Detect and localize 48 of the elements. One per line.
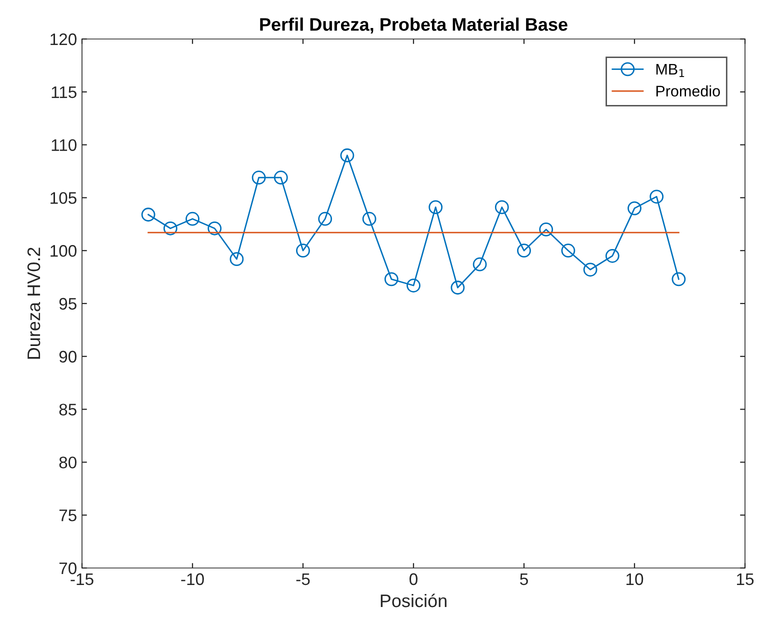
y-tick-label: 85 <box>59 404 76 416</box>
point <box>186 212 200 226</box>
point <box>252 170 266 185</box>
point <box>384 272 398 286</box>
point <box>208 221 222 236</box>
point <box>340 148 354 162</box>
point <box>605 248 620 263</box>
x-tick-label: -15 <box>70 573 94 586</box>
point <box>274 170 288 185</box>
x-tick-label: 10 <box>626 573 644 586</box>
point <box>296 244 310 258</box>
y-tick-label: 110 <box>52 139 76 152</box>
point <box>362 212 376 226</box>
y-axis-title: Dureza HV0.2 <box>27 248 40 359</box>
point <box>650 190 664 204</box>
y-tick-label: 90 <box>59 350 76 363</box>
point <box>628 201 642 216</box>
y-tick-label: 70 <box>59 562 76 574</box>
legend-label: Promedio <box>656 85 720 97</box>
x-tick-label: -5 <box>296 573 310 586</box>
point <box>561 244 576 258</box>
point <box>450 280 465 295</box>
legend-label: MB$_{1}$ <box>656 64 684 77</box>
y-tick-label: 80 <box>59 456 76 468</box>
x-tick-label: 15 <box>737 573 754 586</box>
y-tick-label: 105 <box>50 192 76 204</box>
x-tick-label: -10 <box>181 573 204 586</box>
point <box>583 262 598 277</box>
point <box>672 272 686 286</box>
y-tick-label: 75 <box>59 510 76 522</box>
point <box>163 221 178 236</box>
y-tick-label: 120 <box>50 33 76 46</box>
point <box>428 200 443 214</box>
point <box>230 252 244 266</box>
y-tick-label: 100 <box>50 245 76 257</box>
x-tick-label: 0 <box>410 573 418 586</box>
x-axis-title: Posición <box>380 594 446 608</box>
point <box>406 278 420 292</box>
point <box>318 212 332 226</box>
y-tick-label: 95 <box>59 298 76 310</box>
point <box>494 200 509 214</box>
point <box>539 222 554 236</box>
x-tick-label: 5 <box>520 573 528 586</box>
point <box>141 208 156 222</box>
point <box>472 257 487 272</box>
chart-title: Perfil Dureza, Probeta Material Base <box>260 18 568 34</box>
point <box>517 244 531 258</box>
y-tick-label: 115 <box>52 86 76 98</box>
